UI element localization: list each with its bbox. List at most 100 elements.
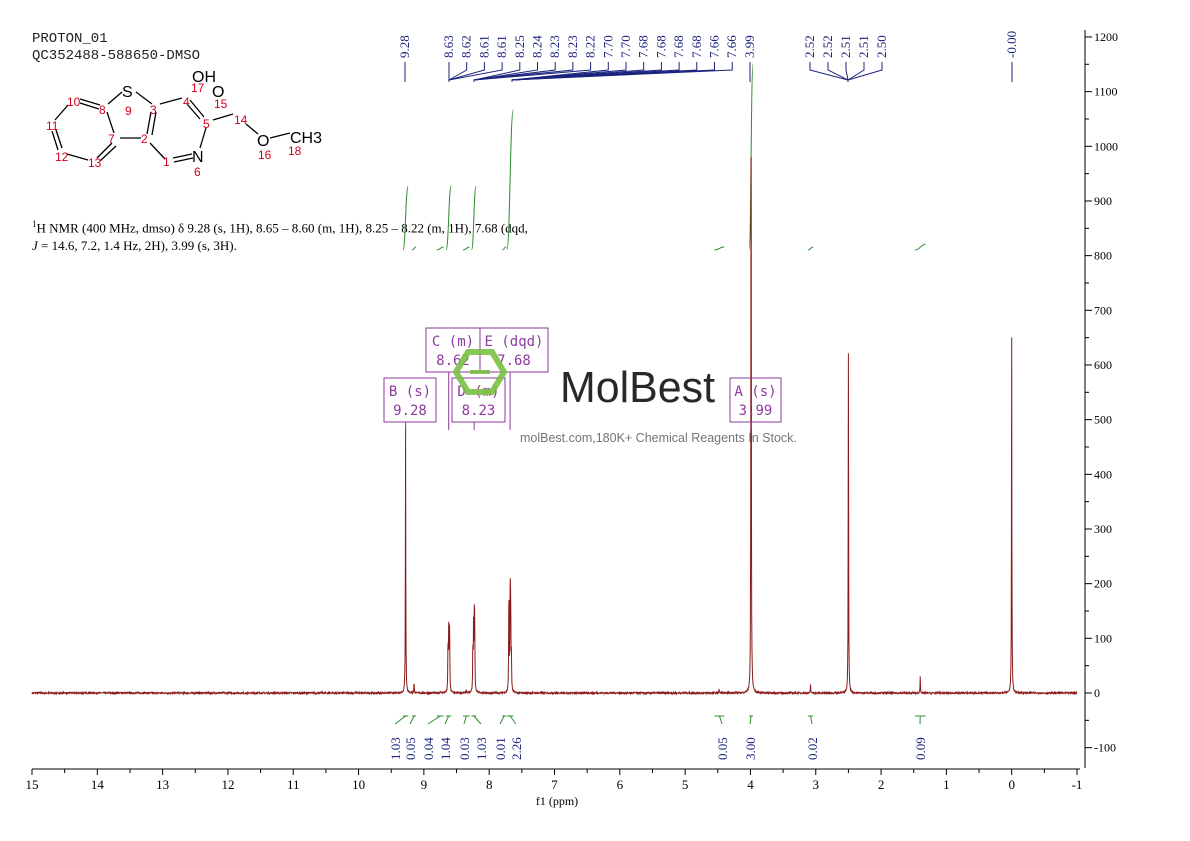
peak-label: 7.66 [707, 35, 722, 58]
experiment-name: PROTON_01 [32, 31, 108, 47]
multiplet-shift: 8.23 [462, 403, 496, 419]
peak-label: 7.68 [671, 35, 686, 58]
integral-connector [463, 715, 467, 725]
peak-label: 8.24 [530, 35, 545, 58]
atom-number: 17 [191, 81, 205, 95]
integral-curve [436, 246, 444, 251]
molbest-logo-icon [452, 349, 508, 395]
atom-number: 12 [55, 150, 69, 164]
y-tick-label: 300 [1094, 522, 1112, 536]
peak-label: 8.61 [494, 35, 509, 58]
description-text: = 14.6, 7.2, 1.4 Hz, 2H), 3.99 (s, 3H). [37, 238, 237, 253]
atom-label: OH [192, 69, 216, 86]
x-tick-label: 8 [486, 777, 493, 792]
peak-label-connector [809, 62, 849, 82]
integral-connector [473, 715, 482, 725]
molbest-watermark: MolBest molBest.com,180K+ Chemical Reage… [452, 349, 797, 445]
atom-number: 9 [125, 104, 132, 118]
x-tick-label: 0 [1008, 777, 1015, 792]
x-tick-label: 1 [943, 777, 950, 792]
multiplet-boxes: B (s)9.28C (m)8.62D (m)8.23E (dqd)7.68A … [383, 327, 782, 430]
peak-label: 2.52 [802, 35, 817, 58]
multiplet-label: E (dqd) [484, 334, 543, 350]
peak-label: 8.62 [459, 35, 474, 58]
chemical-structure [51, 91, 291, 163]
x-tick-label: 7 [551, 777, 558, 792]
multiplet-box [729, 377, 782, 423]
atom-number: 11 [46, 119, 59, 133]
peak-label: 8.63 [441, 35, 456, 58]
integral-value: 2.26 [509, 737, 524, 760]
y-tick-label: 1000 [1094, 139, 1118, 153]
atom-number: 15 [214, 97, 228, 111]
integral-connector [499, 715, 505, 725]
atom-number: 8 [99, 103, 106, 117]
peak-label: 7.66 [724, 35, 739, 58]
atom-number: 18 [288, 144, 302, 158]
axes: 15 14 13 12 11 10 9 8 7 6 5 4 3 2 1 0 -1f1 (ppm)12001100… [26, 30, 1119, 808]
integral-curve [471, 185, 477, 251]
x-tick-label: 14 [91, 777, 105, 792]
integral-connector [444, 715, 450, 725]
atom-number: 5 [203, 117, 210, 131]
peak-label: 7.70 [618, 35, 633, 58]
multiplet-label: A (s) [734, 384, 776, 400]
y-tick-label: 900 [1094, 194, 1112, 208]
x-tick-label: 4 [747, 777, 754, 792]
y-tick-label: 100 [1094, 631, 1112, 645]
peak-label-connector [847, 62, 883, 82]
j-symbol: J [32, 238, 38, 253]
integral-value: 0.04 [421, 737, 436, 760]
x-tick-label: 11 [287, 777, 300, 792]
logo-text: MolBest [560, 363, 715, 412]
integral-curve [714, 246, 725, 251]
y-tick-label: 1200 [1094, 30, 1118, 44]
integral-connector [509, 715, 517, 725]
peak-label: -0.00 [1004, 31, 1019, 58]
y-tick-label: -100 [1094, 741, 1116, 755]
y-tick-label: 700 [1094, 303, 1112, 317]
peak-label: 2.51 [856, 35, 871, 58]
integral-curve [914, 243, 926, 251]
integral-value: 0.01 [493, 737, 508, 760]
y-tick-label: 0 [1094, 686, 1100, 700]
peak-label: 7.68 [653, 35, 668, 58]
integral-value: 0.02 [805, 737, 820, 760]
peak-label-connector [448, 62, 503, 82]
atom-number: 16 [258, 148, 272, 162]
atom-number: 14 [234, 113, 248, 127]
x-axis-label: f1 (ppm) [536, 794, 578, 808]
integral-value: 3.00 [743, 737, 758, 760]
peak-label: 2.50 [874, 35, 889, 58]
peak-label: 8.22 [583, 35, 598, 58]
atom-label: S [122, 84, 133, 101]
peak-label-connector [827, 62, 849, 82]
integral-value: 0.03 [457, 737, 472, 760]
integral-curve [807, 246, 814, 251]
peak-label: 8.23 [565, 35, 580, 58]
atom-number: 10 [67, 95, 81, 109]
y-tick-label: 400 [1094, 467, 1112, 481]
integral-connector [409, 715, 415, 725]
y-tick-label: 500 [1094, 413, 1112, 427]
atom-label: O [212, 84, 224, 101]
y-tick-label: 200 [1094, 577, 1112, 591]
peak-label: 3.99 [742, 35, 757, 58]
atom-number: 3 [150, 103, 157, 117]
peak-label-connector [511, 62, 733, 82]
x-tick-label: 12 [221, 777, 234, 792]
y-tick-label: 600 [1094, 358, 1112, 372]
peak-label: 2.52 [820, 35, 835, 58]
integral-curve [463, 246, 470, 251]
integral-curve [502, 246, 507, 251]
integral-connector [427, 715, 441, 725]
integral-value: 0.05 [715, 737, 730, 760]
x-tick-label: 9 [421, 777, 428, 792]
atom-label: CH3 [290, 130, 322, 147]
multiplet-shift: 7.68 [497, 353, 531, 369]
atom-number: 7 [108, 132, 115, 146]
multiplet-label: C (m) [432, 334, 474, 350]
integral-curve [445, 185, 452, 251]
multiplet-box [451, 377, 506, 423]
